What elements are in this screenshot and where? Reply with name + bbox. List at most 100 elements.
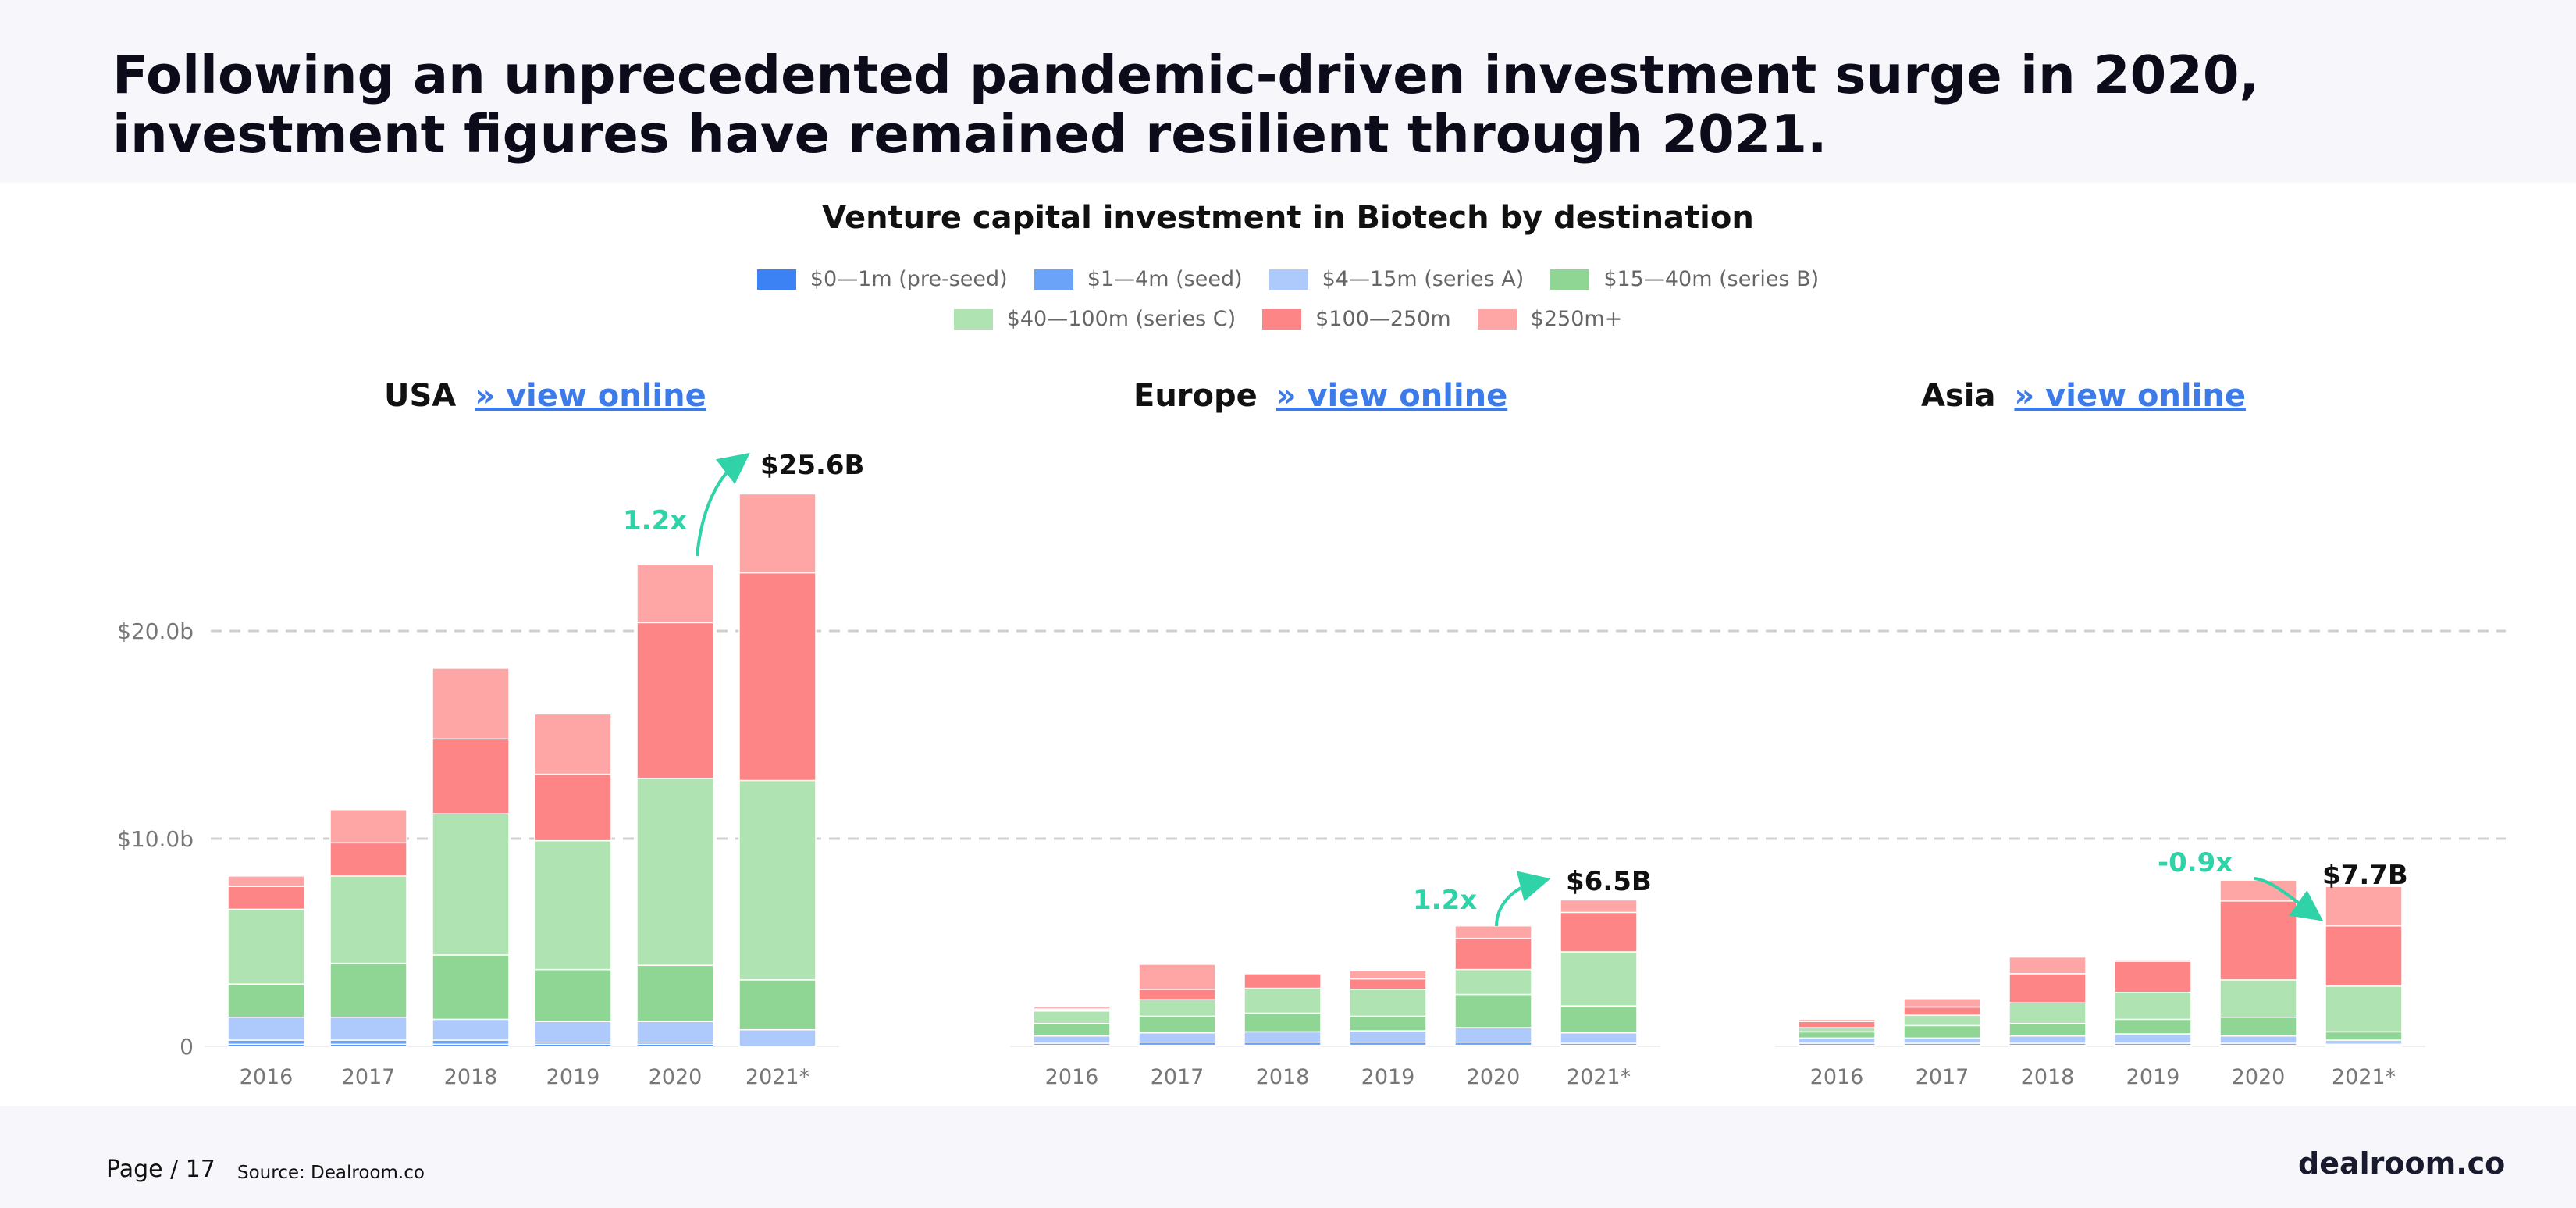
bar-segment[interactable] [329,1039,407,1046]
bar-segment[interactable] [2219,979,2297,1018]
bar-segment[interactable] [534,1021,612,1043]
bar-segment[interactable] [2008,1035,2087,1044]
bar-segment[interactable] [534,839,612,971]
bar-segment[interactable] [2219,1017,2297,1037]
bar-segment[interactable] [636,622,714,779]
bar-segment[interactable] [1138,1032,1216,1043]
bar-segment[interactable] [1033,1010,1111,1024]
bar-segment[interactable] [1244,1012,1322,1033]
bar-segment[interactable] [1798,1027,1876,1033]
bar-segment[interactable] [1244,987,1322,1014]
bar-segment[interactable] [1349,989,1427,1017]
bar-segment[interactable] [636,778,714,967]
bar-segment[interactable] [1138,999,1216,1017]
bar-segment[interactable] [227,983,305,1018]
bar-segment[interactable] [1244,973,1322,989]
bar-segment[interactable] [1903,998,1981,1008]
legend-item-series-a[interactable]: $4—15m (series A) [1268,267,1524,291]
bar-segment[interactable] [534,713,612,775]
bar-segment[interactable] [329,842,407,877]
legend-item-pre-seed[interactable]: $0—1m (pre-seed) [756,267,1008,291]
bar-segment[interactable] [2325,985,2403,1033]
legend-item-250m-plus[interactable]: $250m+ [1477,307,1622,331]
bar-segment[interactable] [2219,879,2297,902]
bar-segment[interactable] [329,809,407,844]
bar-segment[interactable] [2008,1002,2087,1024]
bar-segment[interactable] [1560,1005,1638,1034]
view-online-link-usa[interactable]: » view online [475,378,706,414]
bar-segment[interactable] [329,1017,407,1041]
bar-segment[interactable] [1244,1031,1322,1043]
bar-segment[interactable] [2114,960,2192,993]
bar-segment[interactable] [2008,1022,2087,1037]
bar-segment[interactable] [1903,1037,1981,1044]
bar-segment[interactable] [2114,1033,2192,1044]
bar-segment[interactable] [738,979,817,1031]
bar-segment[interactable] [227,1039,305,1046]
bar-segment[interactable] [1798,1037,1876,1044]
bar-segment[interactable] [1560,899,1638,914]
bar-segment[interactable] [1454,1027,1532,1043]
bar-segment[interactable] [227,1017,305,1041]
bar-segment[interactable] [329,962,407,1018]
bar-segment[interactable] [227,908,305,985]
bar-segment[interactable] [2325,925,2403,987]
bar-segment[interactable] [1903,1014,1981,1027]
bar-segment[interactable] [1798,1031,1876,1039]
bar-segment[interactable] [2325,886,2403,927]
bar-segment[interactable] [432,813,510,956]
legend-item-series-b[interactable]: $15—40m (series B) [1550,267,1819,291]
bar-segment[interactable] [1454,937,1532,971]
bar-segment[interactable] [432,738,510,814]
bar-segment[interactable] [738,572,817,782]
bar-segment[interactable] [2008,973,2087,1003]
bar-segment[interactable] [1454,993,1532,1028]
bar-segment[interactable] [738,493,817,574]
bar-segment[interactable] [1903,1024,1981,1039]
bar-segment[interactable] [2114,992,2192,1021]
bar-segment[interactable] [2219,900,2297,981]
bar-segment[interactable] [2008,956,2087,975]
bar-segment[interactable] [1138,1015,1216,1034]
bar-segment[interactable] [2219,1035,2297,1044]
bar-segment[interactable] [738,779,817,981]
bar-segment[interactable] [1138,989,1216,1000]
bar-segment[interactable] [432,1039,510,1046]
bar-segment[interactable] [636,964,714,1022]
bar-segment[interactable] [1349,1015,1427,1032]
legend-item-series-c[interactable]: $40—100m (series C) [953,307,1236,331]
bar-segment[interactable] [1033,1006,1111,1010]
bar-segment[interactable] [1798,1018,1876,1022]
bar-segment[interactable] [1454,968,1532,996]
bar-segment[interactable] [738,1028,817,1047]
bar-segment[interactable] [2325,1031,2403,1041]
bar-segment[interactable] [2114,958,2192,962]
bar-segment[interactable] [329,875,407,964]
bar-segment[interactable] [1903,1006,1981,1016]
bar-segment[interactable] [1138,964,1216,990]
bar-segment[interactable] [1560,951,1638,1007]
bar-segment[interactable] [1798,1021,1876,1028]
bar-segment[interactable] [1349,970,1427,980]
view-online-link-asia[interactable]: » view online [2014,378,2246,414]
bar-segment[interactable] [1033,1035,1111,1044]
bar-segment[interactable] [432,1018,510,1041]
bar-segment[interactable] [1560,911,1638,953]
bar-segment[interactable] [432,668,510,740]
bar-segment[interactable] [534,773,612,842]
brand-logo[interactable]: dealroom.co [2298,1146,2506,1181]
bar-segment[interactable] [2325,1039,2403,1046]
bar-segment[interactable] [227,886,305,910]
bar-segment[interactable] [636,1021,714,1043]
view-online-link-europe[interactable]: » view online [1276,378,1508,414]
bar-segment[interactable] [636,564,714,624]
bar-segment[interactable] [1454,925,1532,939]
bar-segment[interactable] [1349,978,1427,990]
bar-segment[interactable] [2114,1018,2192,1035]
bar-segment[interactable] [227,875,305,887]
bar-segment[interactable] [534,968,612,1022]
bar-segment[interactable] [432,954,510,1021]
bar-segment[interactable] [1560,1032,1638,1044]
legend-item-seed[interactable]: $1—4m (seed) [1034,267,1243,291]
bar-segment[interactable] [1033,1022,1111,1037]
